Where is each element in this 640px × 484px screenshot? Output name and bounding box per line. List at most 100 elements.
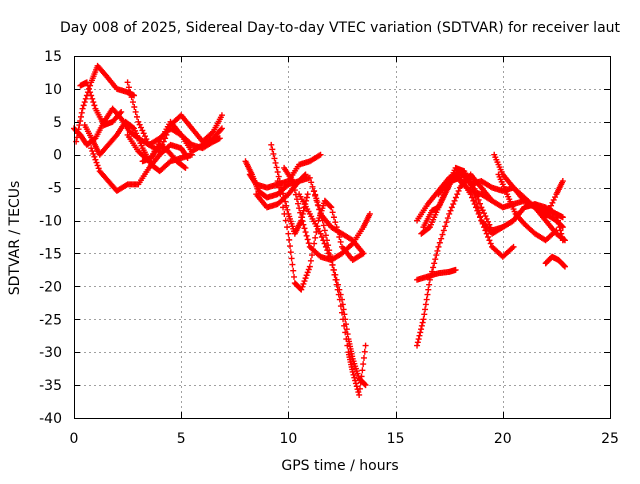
data-point (425, 224, 432, 231)
data-point (475, 196, 482, 203)
data-point (355, 389, 362, 396)
data-point (280, 204, 287, 211)
data-point (277, 191, 284, 198)
data-point (305, 240, 312, 247)
data-point (312, 191, 319, 198)
data-point (299, 217, 306, 224)
data-point (304, 269, 311, 276)
data-point (80, 102, 87, 109)
data-point (420, 316, 427, 323)
data-point (287, 249, 294, 256)
data-point (302, 229, 309, 236)
data-point (349, 368, 356, 375)
data-point (446, 210, 453, 217)
data-point (440, 227, 447, 234)
data-point (304, 236, 311, 243)
data-point (77, 113, 84, 120)
data-point (340, 316, 347, 323)
data-point (216, 135, 223, 142)
data-point (421, 311, 428, 318)
data-point (305, 266, 312, 273)
data-point (359, 367, 366, 374)
data-point (91, 102, 98, 109)
data-point (335, 291, 342, 298)
data-point (337, 238, 344, 245)
data-point (93, 159, 100, 166)
data-point (358, 373, 365, 380)
data-point (424, 291, 431, 298)
data-point (482, 227, 489, 234)
data-point (129, 99, 136, 106)
data-point (313, 229, 320, 236)
data-point (281, 210, 288, 217)
data-point (361, 348, 368, 355)
data-point (475, 210, 482, 217)
data-point (299, 283, 306, 290)
y-tick-label: -35 (39, 378, 62, 394)
data-point (309, 183, 316, 190)
data-point (487, 240, 494, 247)
data-point (298, 214, 305, 221)
data-point (303, 194, 310, 201)
data-point (307, 257, 314, 264)
data-point (269, 146, 276, 153)
data-point (282, 198, 289, 205)
data-point (319, 217, 326, 224)
data-point (183, 153, 190, 160)
y-tick-label: -15 (39, 246, 62, 262)
data-point (426, 281, 433, 288)
data-point (296, 205, 303, 212)
data-point (360, 354, 367, 361)
data-point (86, 85, 93, 92)
data-point (94, 162, 101, 169)
x-tick-label: 25 (601, 431, 619, 447)
data-point (117, 110, 124, 117)
data-point (284, 206, 291, 213)
x-tick-label: 10 (279, 431, 297, 447)
data-point (286, 236, 293, 243)
data-point (362, 382, 369, 389)
data-point (311, 240, 318, 247)
data-point (314, 199, 321, 206)
data-point (470, 197, 477, 204)
data-point (434, 247, 441, 254)
data-point (332, 276, 339, 283)
data-point (271, 155, 278, 162)
data-point (303, 272, 310, 279)
data-point (559, 214, 566, 221)
data-point (316, 206, 323, 213)
data-point (336, 234, 343, 240)
data-point (76, 122, 83, 129)
data-point (306, 263, 313, 270)
data-point (360, 361, 367, 368)
data-point (315, 202, 322, 209)
data-point (290, 182, 297, 189)
data-point (474, 207, 481, 214)
data-point (118, 108, 125, 115)
data-point (78, 109, 85, 116)
data-point (127, 89, 134, 96)
data-point (84, 82, 91, 89)
data-point (128, 94, 135, 101)
data-point (303, 232, 310, 239)
data-point (289, 261, 296, 268)
data-point (467, 174, 474, 181)
data-point (352, 380, 359, 387)
data-point (333, 224, 340, 231)
plot-frame (74, 56, 611, 419)
data-point (470, 182, 477, 189)
data-point (343, 336, 350, 343)
data-point (131, 104, 138, 111)
x-tick-label: 5 (177, 431, 186, 447)
data-point (289, 178, 296, 185)
data-point (561, 237, 568, 244)
data-point (291, 187, 298, 194)
data-point (443, 219, 450, 226)
y-tick-label: -5 (48, 181, 62, 197)
axis-ticks: 0 5 10 15 20 25 15 10 5 0 -5 -10 -15 -20 -25 -30 -35 -40 (39, 49, 619, 447)
data-point (350, 371, 357, 378)
y-tick-label: -20 (39, 279, 62, 295)
data-point (351, 374, 358, 381)
